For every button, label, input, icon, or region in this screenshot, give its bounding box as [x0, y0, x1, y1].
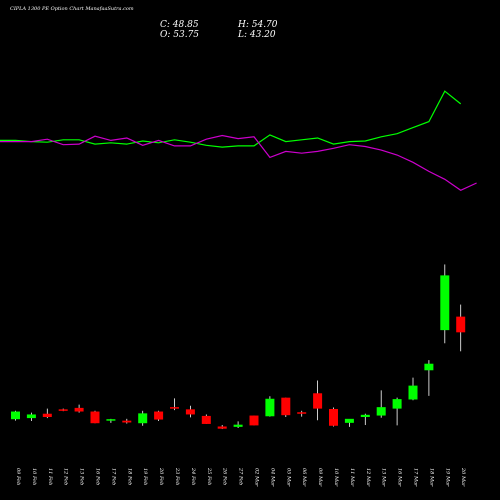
candle-body: [344, 418, 354, 423]
candle-body: [424, 363, 434, 371]
candle-body: [360, 414, 370, 418]
candle-body: [154, 411, 164, 420]
x-tick-label: 24 Feb: [190, 467, 196, 485]
candle-body: [58, 409, 68, 411]
candle-body: [249, 415, 259, 426]
candle-body: [329, 408, 338, 426]
close-value: C: 48.85: [160, 20, 199, 30]
candle-body: [408, 385, 418, 400]
x-tick-label: 13 Feb: [79, 468, 85, 485]
x-tick-label: 02 Mar: [254, 468, 260, 487]
candle-body: [90, 411, 100, 424]
x-tick-label: 12 Feb: [63, 468, 69, 485]
x-tick-label: 19 Mar: [444, 468, 450, 487]
x-tick-label: 19 Feb: [142, 468, 148, 485]
low-value: L: 43.20: [238, 30, 276, 40]
candle-body: [138, 413, 148, 424]
candle-body: [376, 407, 386, 416]
chart-title: CIPLA 1300 PE Option Chart ManafaaSutra.…: [10, 6, 134, 12]
candle-body: [106, 419, 116, 421]
candle-body: [392, 399, 402, 409]
x-tick-label: 26 Feb: [222, 467, 228, 485]
x-tick-label: 04 Mar: [269, 468, 275, 487]
x-tick-label: 10 Mar: [333, 468, 339, 487]
candle-body: [42, 413, 52, 418]
candle-body: [456, 316, 466, 333]
x-tick-label: 10 Feb: [31, 468, 37, 485]
x-tick-label: 23 Feb: [174, 467, 180, 485]
x-tick-label: 06 Mar: [301, 468, 307, 487]
candle-body: [297, 412, 307, 414]
x-tick-label: 25 Feb: [206, 467, 212, 485]
candle-body: [440, 275, 450, 331]
candle-body: [185, 409, 195, 415]
candle-body: [201, 415, 211, 424]
x-tick-label: 17 Mar: [413, 468, 419, 487]
overlay-line-2: [0, 134, 477, 191]
x-tick-label: 11 Mar: [349, 468, 355, 487]
high-value: H: 54.70: [238, 20, 278, 30]
candle-body: [170, 407, 179, 409]
x-tick-label: 20 Mar: [460, 467, 466, 487]
x-tick-label: 20 Feb: [158, 467, 164, 485]
candle-body: [313, 393, 323, 409]
candle-body: [233, 424, 243, 427]
x-tick-label: 18 Feb: [126, 468, 132, 485]
x-tick-label: 16 Feb: [95, 468, 101, 485]
x-tick-label: 17 Feb: [110, 468, 116, 485]
candle-body: [74, 407, 84, 412]
x-tick-label: 09 Mar: [317, 468, 323, 487]
open-value: O: 53.75: [160, 30, 200, 40]
candle-body: [26, 414, 36, 419]
x-tick-label: 27 Feb: [238, 467, 244, 485]
candle-body: [11, 411, 20, 420]
x-tick-label: 11 Feb: [47, 468, 53, 485]
x-tick-label: 05 Mar: [285, 468, 291, 487]
x-tick-label: 09 Feb: [15, 468, 21, 485]
candle-body: [217, 426, 227, 429]
candle-body: [281, 397, 291, 416]
x-tick-label: 18 Mar: [428, 468, 434, 487]
candle-body: [265, 398, 275, 417]
x-tick-label: 13 Mar: [381, 468, 387, 487]
x-tick-label: 12 Mar: [365, 468, 371, 487]
overlay-line-1: [0, 90, 462, 148]
x-tick-label: 16 Mar: [397, 468, 403, 487]
candle-body: [122, 420, 132, 423]
